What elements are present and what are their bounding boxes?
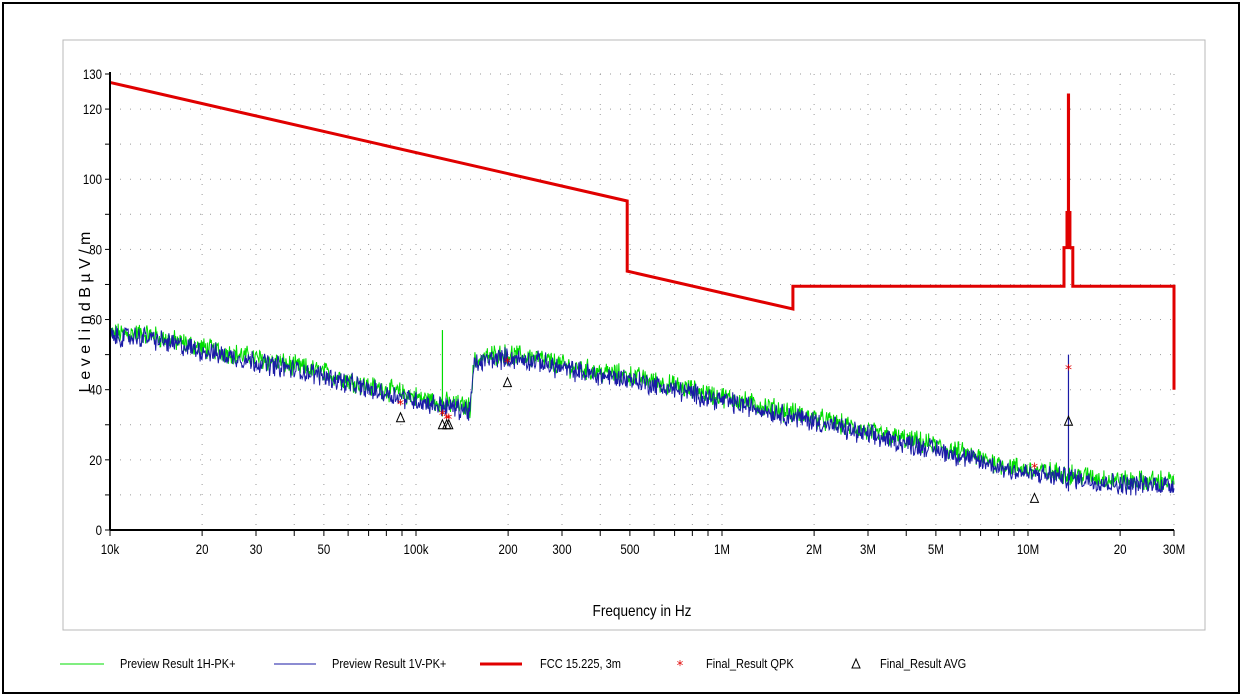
x-tick-label: 10M	[1017, 541, 1039, 557]
y-tick-label: 100	[83, 171, 102, 187]
x-tick-label: 3M	[860, 541, 876, 557]
y-axis-title: L e v e l i n d B µ V / m	[77, 232, 94, 393]
legend-swatch-star: *	[677, 659, 684, 674]
legend: Preview Result 1H-PK+ Preview Result 1V-P…	[60, 656, 966, 674]
legend-item-avg: Final_Result AVG	[851, 656, 966, 671]
legend-label: Preview Result 1V-PK+	[332, 656, 446, 671]
x-tick-label: 5M	[928, 541, 944, 557]
avg-marker	[1063, 415, 1074, 426]
legend-item-qpk: * Final_Result QPK	[677, 656, 794, 674]
avg-marker	[1029, 492, 1040, 503]
x-tick-label: 300	[552, 541, 571, 557]
y-tick-label: 120	[83, 101, 102, 117]
avg-marker	[395, 411, 406, 423]
avg-marker	[502, 376, 513, 388]
y-tick-label: 80	[89, 241, 102, 257]
series-fcc-limit-line	[109, 80, 1176, 390]
avg-marker	[444, 418, 454, 430]
qpk-marker: *	[1065, 363, 1072, 379]
x-tick-label: 100k	[404, 541, 429, 557]
x-tick-label: 50	[318, 541, 331, 557]
qpk-marker: *	[1031, 461, 1038, 477]
legend-item-fcc-limit: FCC 15.225, 3m	[480, 656, 621, 671]
x-tick-label: 1M	[714, 541, 730, 557]
y-tick-label: 130	[83, 66, 102, 82]
y-tick-label: 60	[89, 311, 102, 327]
legend-label: Final_Result QPK	[706, 656, 794, 671]
legend-item-1v-pk: Preview Result 1V-PK+	[274, 656, 446, 671]
x-tick-label: 30M	[1163, 541, 1185, 557]
y-tick-label: 0	[96, 522, 102, 538]
x-tick-label: 500	[620, 541, 639, 557]
qpk-marker: *	[397, 398, 404, 414]
emission-chart: ******* 10k 20 30 50 100k 200 300 500 1M 2M 3M 5M 10…	[60, 39, 1206, 674]
legend-item-1h-pk: Preview Result 1H-PK+	[60, 656, 236, 671]
series-1v-pk-line	[109, 326, 1175, 496]
axes	[105, 72, 1175, 536]
x-tick-label: 10k	[101, 541, 120, 557]
qpk-marker: *	[504, 356, 511, 372]
legend-label: FCC 15.225, 3m	[540, 656, 621, 671]
x-tick-label: 20	[1114, 541, 1127, 557]
plot-panel-border	[62, 39, 1206, 631]
legend-label: Preview Result 1H-PK+	[120, 656, 236, 671]
y-tick-label: 20	[89, 452, 102, 468]
x-tick-label: 2M	[806, 541, 822, 557]
legend-swatch-triangle	[851, 657, 861, 669]
y-tick-label: 40	[89, 382, 102, 398]
qpk-marker: *	[439, 408, 446, 424]
x-axis-title: Frequency in Hz	[593, 603, 692, 620]
grid	[109, 73, 1175, 531]
legend-label: Final_Result AVG	[880, 656, 966, 671]
x-tick-label: 200	[499, 541, 518, 557]
marker-layer: *******	[395, 356, 1074, 503]
series-layer	[109, 80, 1176, 496]
x-tick-label: 20	[196, 541, 209, 557]
x-tick-label: 30	[250, 541, 263, 557]
tick-labels: 10k 20 30 50 100k 200 300 500 1M 2M 3M 5M 10M 20 30M 0 2…	[83, 66, 1185, 557]
